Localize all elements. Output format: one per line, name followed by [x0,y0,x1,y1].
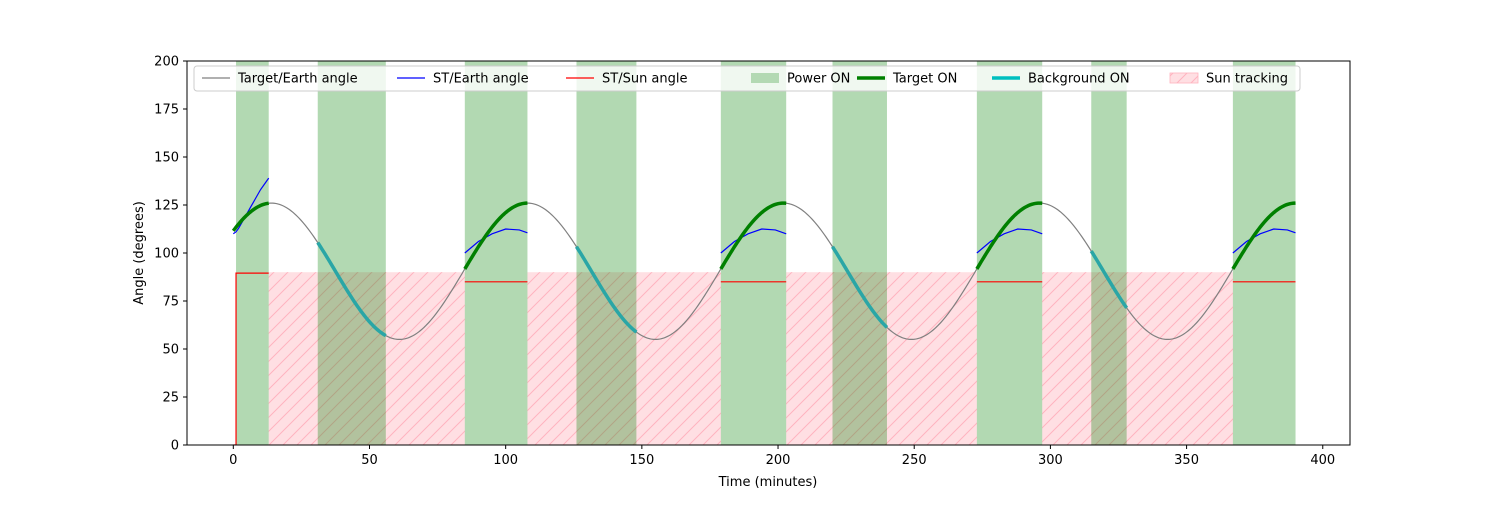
st-earth-line-1 [464,228,528,254]
x-tick-label-7: 350 [1174,453,1199,468]
background-on-line-0 [316,241,387,338]
legend-label-1: ST/Earth angle [433,72,529,87]
y-tick-label-2: 50 [162,343,179,358]
background-on-line-2 [831,245,889,329]
y-tick-label-8: 200 [154,55,179,70]
y-tick-label-1: 25 [162,391,179,406]
target-background-layer [231,201,1296,338]
power-on-span-7 [1091,61,1127,445]
legend-label-5: Background ON [1028,72,1130,87]
legend-swatch-3 [751,73,779,83]
target-on-line-0 [231,201,269,232]
legend-swatch-hatch-6 [1170,73,1198,83]
power-on-span-1 [317,61,386,445]
legend-label-3: Power ON [787,72,850,87]
y-tick-label-0: 0 [171,439,179,454]
x-tick-label-2: 100 [493,453,518,468]
target-on-line-3 [975,201,1043,270]
y-tick-label-6: 150 [154,151,179,166]
x-tick-label-3: 150 [629,453,654,468]
y-tick-label-7: 175 [154,103,179,118]
y-axis-ticks: 0 25 50 75 100 125 150 175 200 [154,55,187,454]
x-tick-label-5: 250 [902,453,927,468]
target-on-line-2 [719,201,787,270]
legend-label-4: Target ON [892,72,957,87]
x-tick-label-6: 300 [1038,453,1063,468]
background-on-line-1 [575,245,638,334]
x-tick-label-8: 400 [1310,453,1335,468]
sun-tracking-layer [268,272,1233,445]
legend: Target/Earth angle ST/Earth angle ST/Sun a… [193,65,1301,92]
y-tick-label-3: 75 [162,295,179,310]
power-on-span-0 [236,61,269,445]
st-earth-line-2 [720,228,787,254]
target-on-line-4 [1231,201,1296,270]
y-tick-label-4: 100 [154,247,179,262]
power-on-span-5 [832,61,887,445]
legend-label-0: Target/Earth angle [237,72,358,87]
target-on-line-1 [463,201,528,270]
st-earth-line-4 [1232,228,1296,254]
power-on-layer [236,61,1296,445]
background-on-line-3 [1089,250,1129,309]
power-on-span-3 [576,61,637,445]
x-tick-label-1: 50 [361,453,378,468]
sun-tracking-hatch-1 [527,272,721,445]
y-axis-label: Angle (degrees) [132,201,147,305]
sun-tracking-hatch-2 [786,272,977,445]
st-earth-line-3 [976,228,1043,254]
x-axis-label: Time (minutes) [718,475,818,490]
x-axis-ticks: 0 50 100 150 200 250 300 350 400 [229,445,1335,468]
legend-label-2: ST/Sun angle [602,72,688,87]
sun-tracking-hatch-0 [268,272,465,445]
legend-label-6: Sun tracking [1206,72,1288,87]
legend-box [193,65,1301,92]
x-tick-label-4: 200 [766,453,791,468]
y-tick-label-5: 125 [154,199,179,214]
x-tick-label-0: 0 [229,453,237,468]
st-sun-line-0 [233,272,269,445]
sun-tracking-hatch-3 [1042,272,1233,445]
